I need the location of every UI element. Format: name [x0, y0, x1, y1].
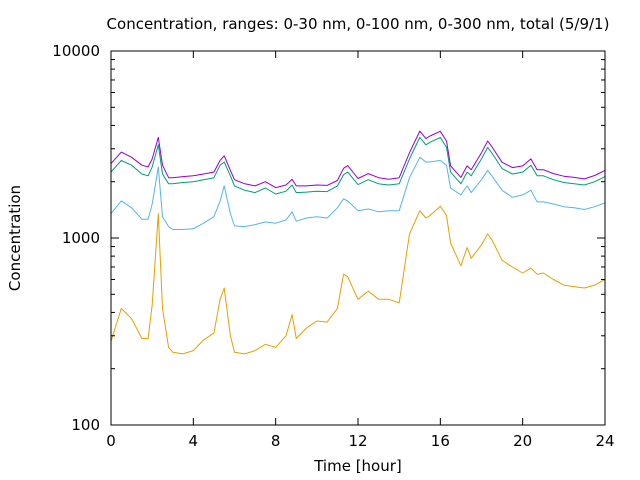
x-tick-label: 0	[106, 432, 116, 450]
x-axis: 0 4 8 12 16 20 24	[106, 51, 615, 450]
plot-frame	[110, 50, 606, 426]
y-tick-label: 10000	[52, 42, 100, 60]
x-tick-label: 20	[513, 432, 532, 450]
x-tick-label: 4	[189, 432, 199, 450]
series-line-1	[110, 205, 606, 355]
y-tick-label: 1000	[62, 229, 100, 247]
y-axis: 100 1000 10000	[52, 42, 605, 434]
x-tick-label: 12	[348, 432, 367, 450]
x-tick-label: 24	[595, 432, 614, 450]
y-axis-label: Concentration	[6, 185, 24, 291]
series-layer	[110, 130, 606, 355]
series-line-4	[110, 130, 606, 189]
x-axis-label: Time [hour]	[313, 457, 402, 475]
series-line-3	[110, 136, 606, 195]
y-tick-label: 100	[71, 416, 100, 434]
series-line-2	[110, 156, 606, 230]
chart-title: Concentration, ranges: 0-30 nm, 0-100 nm…	[107, 15, 610, 33]
x-tick-label: 16	[431, 432, 450, 450]
x-tick-label: 8	[271, 432, 281, 450]
